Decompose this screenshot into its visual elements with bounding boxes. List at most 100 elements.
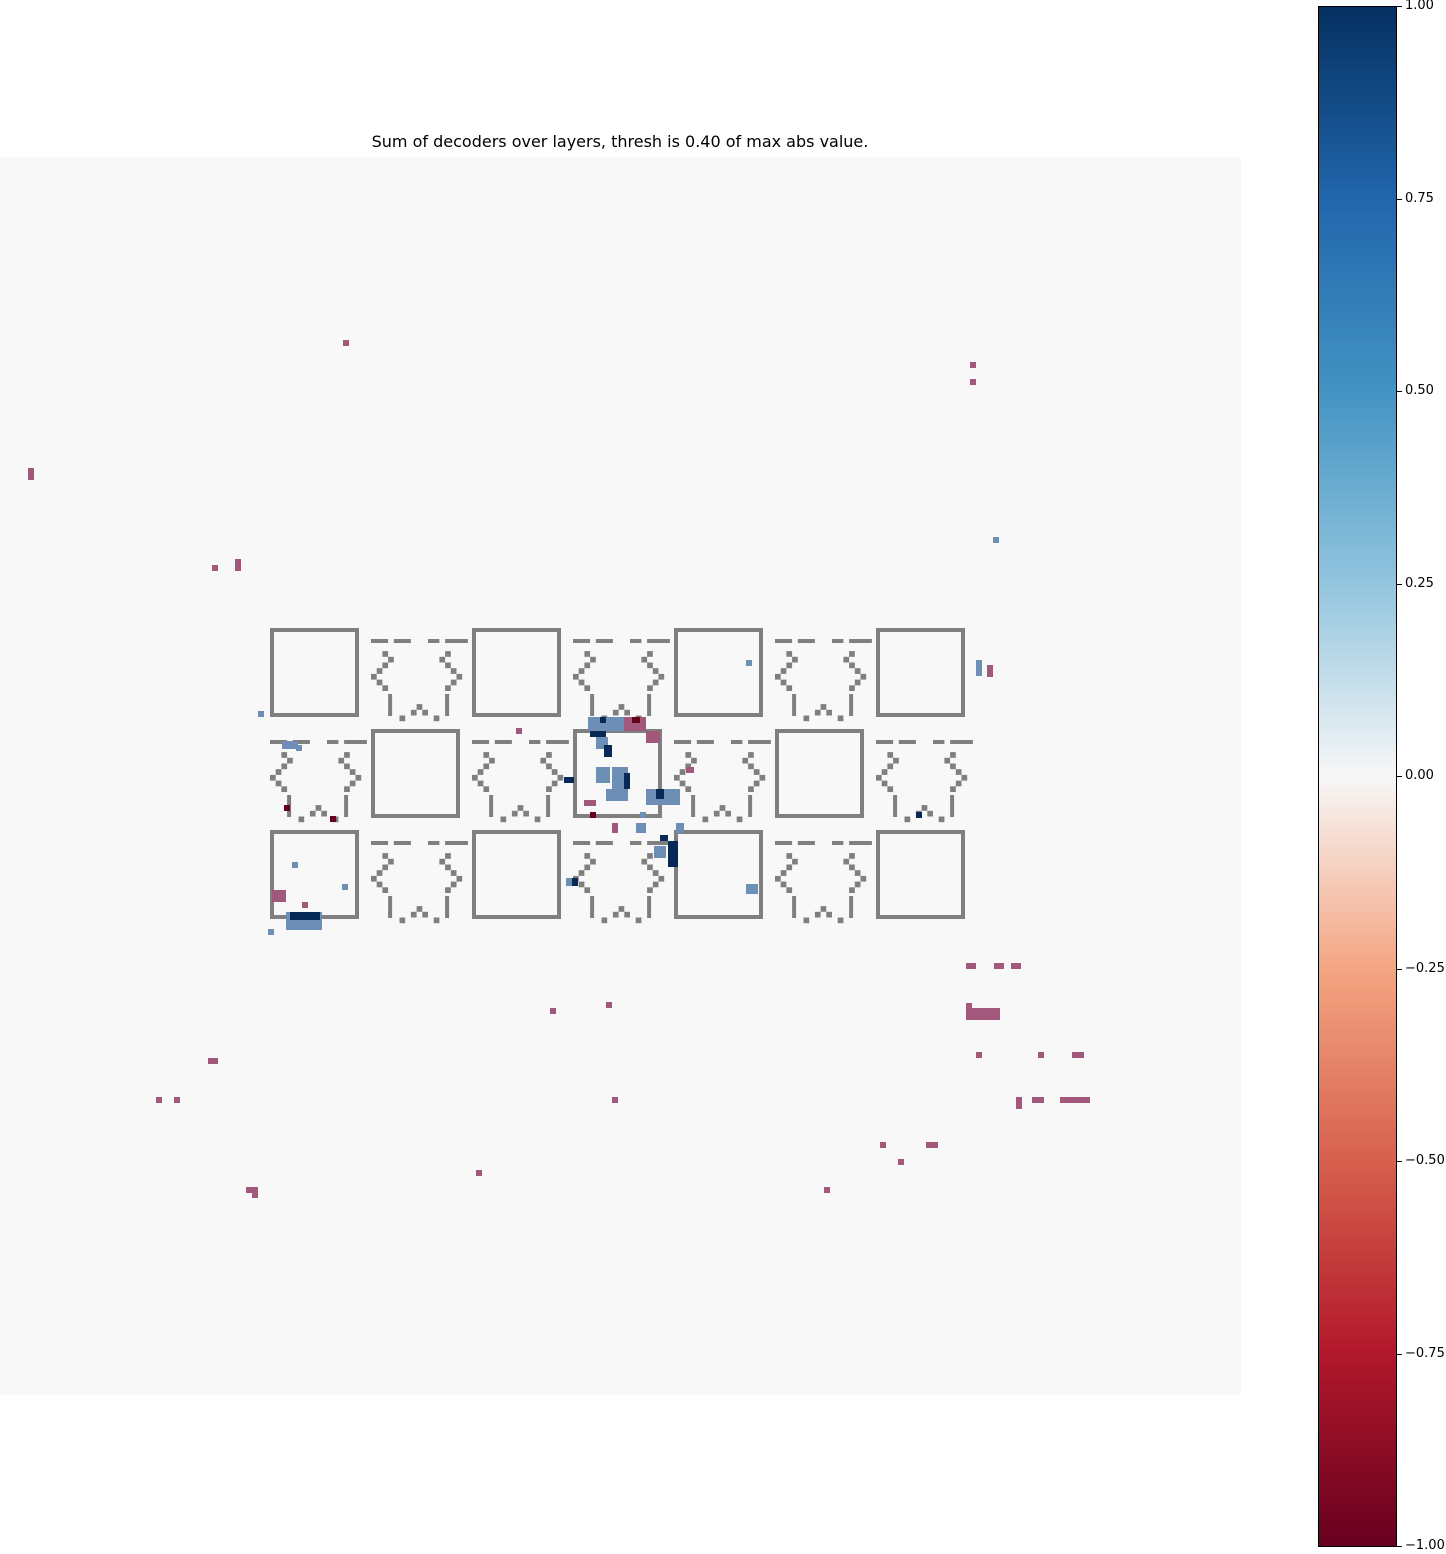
- overlay-pattern-mark: [849, 864, 855, 871]
- overlay-box-edge: [759, 830, 763, 919]
- overlay-pattern-mark: [832, 639, 844, 643]
- overlay-pattern-mark: [933, 740, 945, 744]
- overlay-pattern-mark: [483, 786, 490, 792]
- chart-title: Sum of decoders over layers, thresh is 0…: [371, 132, 869, 151]
- heatmap-cell: [272, 890, 286, 902]
- overlay-pattern-mark: [584, 887, 591, 893]
- overlay-pattern-mark: [523, 810, 529, 817]
- overlay-pattern-mark: [399, 715, 406, 722]
- overlay-pattern-mark: [849, 896, 854, 918]
- overlay-pattern-mark: [876, 740, 894, 744]
- heatmap-cell: [330, 816, 336, 822]
- overlay-pattern-mark: [388, 656, 394, 663]
- overlay-pattern-mark: [780, 881, 787, 888]
- heatmap-cell: [343, 340, 349, 346]
- overlay-pattern-mark: [433, 917, 440, 924]
- overlay-pattern-mark: [658, 673, 665, 680]
- overlay-pattern-mark: [786, 685, 793, 691]
- heatmap-cell: [588, 717, 624, 731]
- colorbar-tick-label: 0.50: [1405, 383, 1434, 398]
- overlay-pattern-mark: [376, 870, 383, 876]
- overlay-pattern-mark: [837, 917, 844, 924]
- heatmap-cell: [174, 1097, 180, 1103]
- overlay-pattern-mark: [590, 694, 595, 716]
- overlay-pattern-mark: [849, 685, 855, 691]
- overlay-pattern-mark: [416, 704, 423, 710]
- overlay-pattern-mark: [887, 763, 894, 770]
- overlay-pattern-mark: [287, 757, 293, 764]
- heatmap-cell: [676, 823, 684, 833]
- heatmap-cell: [296, 745, 302, 751]
- overlay-pattern-mark: [382, 685, 389, 691]
- overlay-pattern-mark: [584, 864, 591, 871]
- heatmap-cell: [606, 1002, 612, 1008]
- overlay-pattern-mark: [439, 656, 446, 663]
- overlay-pattern-mark: [820, 906, 827, 912]
- overlay-pattern-mark: [483, 763, 490, 770]
- overlay-pattern-mark: [546, 752, 552, 758]
- colorbar-tick-label: 0.75: [1405, 190, 1434, 206]
- heatmap-cell: [282, 741, 298, 749]
- overlay-pattern-mark: [780, 870, 787, 876]
- overlay-pattern-mark: [281, 752, 288, 758]
- overlay-box-edge: [775, 729, 864, 733]
- overlay-pattern-mark: [546, 740, 569, 744]
- overlay-pattern-mark: [445, 694, 450, 716]
- overlay-pattern-mark: [938, 816, 945, 823]
- overlay-pattern-mark: [731, 740, 743, 744]
- overlay-box-edge: [674, 713, 763, 717]
- overlay-pattern-mark: [472, 740, 490, 744]
- overlay-pattern-mark: [843, 858, 850, 865]
- overlay-pattern-mark: [450, 679, 457, 686]
- overlay-pattern-mark: [832, 841, 844, 845]
- overlay-pattern-mark: [803, 715, 810, 722]
- colorbar-tick-label: 0.00: [1405, 768, 1434, 783]
- heatmap-cell: [1060, 1097, 1090, 1103]
- overlay-pattern-mark: [780, 668, 787, 674]
- overlay-pattern-mark: [719, 805, 726, 811]
- overlay-pattern-mark: [786, 662, 793, 669]
- overlay-pattern-mark: [399, 917, 406, 924]
- overlay-pattern-mark: [590, 896, 595, 918]
- overlay-pattern-mark: [578, 881, 585, 888]
- overlay-pattern-mark: [382, 853, 389, 859]
- overlay-box-edge: [270, 830, 359, 834]
- heatmap-cell: [290, 912, 320, 920]
- overlay-pattern-mark: [439, 858, 446, 865]
- overlay-pattern-mark: [786, 853, 793, 859]
- colorbar: [1318, 6, 1397, 1547]
- overlay-pattern-mark: [416, 906, 423, 912]
- overlay-pattern-mark: [849, 651, 855, 657]
- overlay-box-edge: [472, 628, 561, 632]
- overlay-box-edge: [961, 830, 965, 919]
- overlay-pattern-mark: [270, 774, 276, 781]
- overlay-pattern-mark: [393, 841, 411, 845]
- colorbar-tick: [1396, 391, 1402, 392]
- heatmap-cell: [28, 468, 34, 480]
- overlay-pattern-mark: [344, 740, 367, 744]
- overlay-pattern-mark: [472, 774, 478, 781]
- overlay-pattern-mark: [546, 763, 552, 770]
- colorbar-tick-label: −0.50: [1405, 1153, 1445, 1168]
- heatmap-cell: [208, 1058, 218, 1064]
- overlay-pattern-mark: [854, 881, 861, 888]
- overlay-pattern-mark: [376, 679, 383, 686]
- heatmap-cell: [590, 812, 596, 818]
- heatmap-cell: [1016, 1097, 1022, 1109]
- overlay-pattern-mark: [612, 911, 619, 918]
- overlay-pattern-mark: [595, 639, 613, 643]
- heatmap-cell: [976, 1052, 982, 1058]
- overlay-pattern-mark: [748, 763, 754, 770]
- overlay-pattern-mark: [382, 651, 389, 657]
- overlay-pattern-mark: [881, 780, 888, 787]
- overlay-pattern-mark: [338, 757, 345, 764]
- overlay-pattern-mark: [382, 662, 389, 669]
- overlay-box-edge: [674, 915, 763, 919]
- overlay-box-edge: [860, 729, 864, 818]
- heatmap-cell: [668, 841, 678, 867]
- heatmap-cell: [1032, 1097, 1044, 1103]
- overlay-pattern-mark: [685, 752, 692, 758]
- overlay-box-edge: [775, 729, 779, 818]
- colorbar-tick: [1396, 6, 1402, 7]
- overlay-pattern-mark: [725, 810, 731, 817]
